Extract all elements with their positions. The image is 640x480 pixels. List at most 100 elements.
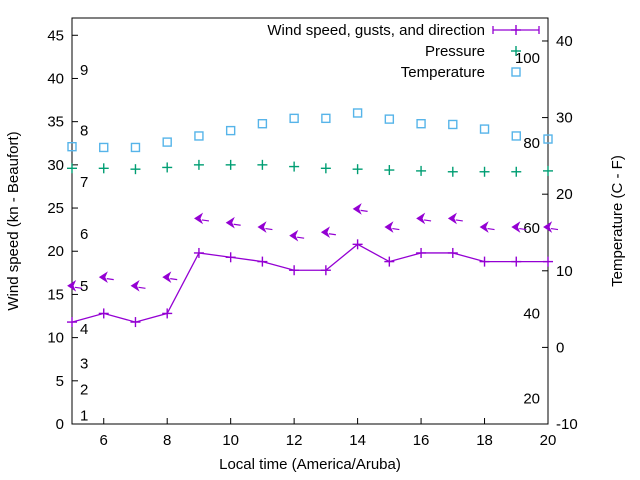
legend-entry: Temperature <box>401 64 521 81</box>
beaufort-label: 2 <box>80 381 88 398</box>
fahrenheit-label: 80 <box>523 135 540 152</box>
wind-direction-arrow <box>352 203 368 215</box>
arrow-head <box>289 229 299 242</box>
y-tick-label: 10 <box>47 330 64 347</box>
legend-label: Wind speed, gusts, and direction <box>267 22 485 39</box>
x-tick-label: 10 <box>222 432 239 449</box>
beaufort-label: 8 <box>80 122 88 139</box>
wind-speed-point <box>130 317 141 328</box>
temperature-point <box>416 119 426 129</box>
wind-speed-point <box>257 256 268 267</box>
x-tick-label: 18 <box>476 432 493 449</box>
wind-speed-point <box>479 256 490 267</box>
y-tick-label: 15 <box>47 286 64 303</box>
y-tick-label: 5 <box>56 373 64 390</box>
pressure-point <box>162 162 173 173</box>
temperature-point <box>543 134 553 144</box>
wind-direction-arrow <box>416 212 432 225</box>
x-tick-label: 6 <box>100 432 108 449</box>
wind-speed-point <box>162 308 173 319</box>
arrow-head <box>320 226 331 239</box>
arrow-tail <box>170 278 178 281</box>
wind-speed-point <box>98 308 109 319</box>
wind-direction-arrow <box>479 221 495 233</box>
wind-direction-arrow <box>98 271 114 283</box>
fahrenheit-label: 40 <box>523 306 540 323</box>
wind-direction-arrow <box>543 221 559 233</box>
arrow-tail <box>487 227 495 231</box>
beaufort-label: 3 <box>80 356 88 373</box>
wind-direction-arrow <box>194 212 210 225</box>
arrow-head <box>511 221 521 233</box>
arrow-tail <box>519 227 527 231</box>
beaufort-label: 1 <box>80 407 88 424</box>
x-axis-ticks: 6 8 10 12 14 16 18 20 <box>100 418 556 449</box>
x-tick-label: 14 <box>349 432 366 449</box>
wind-direction-arrow <box>162 271 178 283</box>
data-series-layer <box>67 108 559 328</box>
arrow-tail <box>328 233 336 236</box>
wind-direction-arrow <box>320 226 336 239</box>
y-axis-right-ticks: -10 0 10 20 30 40 <box>542 33 578 433</box>
wind-speed-point <box>384 256 395 267</box>
arrow-head <box>225 216 235 229</box>
arrow-tail <box>360 209 368 213</box>
beaufort-label: 9 <box>80 62 88 79</box>
y-tick-label: 30 <box>47 157 64 174</box>
arrow-head <box>67 279 77 292</box>
arrow-tail <box>106 278 114 281</box>
arrow-head <box>447 212 457 225</box>
legend-marker <box>511 46 521 56</box>
temperature-point <box>194 131 204 141</box>
series-temperature <box>67 108 553 153</box>
arrow-tail <box>201 219 210 222</box>
wind-direction-arrow <box>511 221 527 233</box>
arrow-tail <box>233 223 241 226</box>
arrow-tail <box>297 236 305 239</box>
y2-tick-label: 0 <box>556 339 564 356</box>
temperature-point <box>130 142 141 153</box>
wind-speed-point <box>447 247 458 258</box>
temperature-point <box>384 114 395 124</box>
wind-direction-arrow <box>384 221 400 233</box>
x-tick-label: 12 <box>286 432 303 449</box>
wind-direction-arrow <box>67 279 83 292</box>
pressure-point <box>130 164 141 175</box>
legend-label: Pressure <box>425 43 485 60</box>
arrow-tail <box>423 219 432 222</box>
temperature-point <box>225 125 236 136</box>
pressure-point <box>320 163 331 174</box>
wind-speed-point <box>193 247 204 258</box>
y2-tick-label: 30 <box>556 110 573 127</box>
plot-frame <box>71 17 549 425</box>
pressure-point <box>511 166 522 177</box>
fahrenheit-label: 100 <box>515 50 540 67</box>
legend-marker <box>511 25 521 35</box>
pressure-point <box>67 163 77 174</box>
pressure-point <box>225 159 236 170</box>
arrow-head <box>384 221 394 233</box>
beaufort-scale-labels: 1 2 3 4 5 6 7 8 9 <box>80 62 88 425</box>
pressure-point <box>416 165 427 176</box>
temperature-point <box>162 137 172 147</box>
wind-speed-point <box>416 247 427 258</box>
wind-direction-arrow <box>130 279 146 292</box>
wind-speed-point <box>320 265 331 276</box>
legend-label: Temperature <box>401 64 485 81</box>
y-tick-label: 45 <box>47 27 64 44</box>
pressure-point <box>479 166 490 177</box>
wind-speed-point <box>352 239 363 250</box>
pressure-point <box>543 165 553 176</box>
x-tick-label: 16 <box>413 432 430 449</box>
wind-direction-arrow <box>225 216 241 229</box>
wind-direction-arrow <box>447 212 463 225</box>
temperature-point <box>321 113 331 124</box>
pressure-point <box>257 159 268 170</box>
temperature-point <box>257 119 268 129</box>
legend-entry: Wind speed, gusts, and direction <box>267 22 540 39</box>
y-axis-right-title: Temperature (C - F) <box>609 155 626 287</box>
arrow-head <box>162 271 172 283</box>
